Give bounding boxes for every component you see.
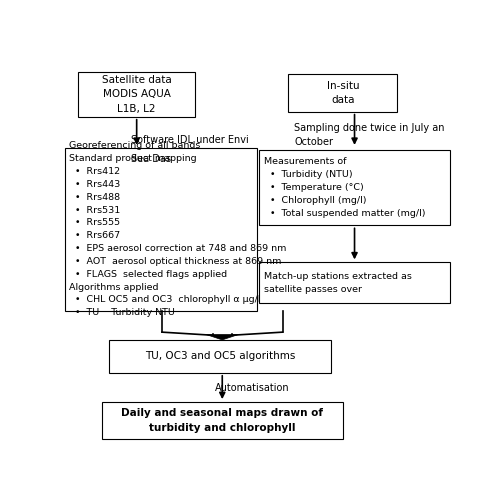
FancyBboxPatch shape (65, 148, 257, 311)
Text: Software IDL under Envi: Software IDL under Envi (131, 135, 248, 145)
Text: Match-up stations extracted as
satellite passes over: Match-up stations extracted as satellite… (264, 272, 411, 294)
FancyBboxPatch shape (102, 402, 342, 439)
Text: Measurements of
  •  Turbidity (NTU)
  •  Temperature (°C)
  •  Chlorophyll (mg/: Measurements of • Turbidity (NTU) • Temp… (264, 157, 424, 218)
Text: In-situ
data: In-situ data (326, 81, 358, 105)
FancyBboxPatch shape (259, 262, 449, 303)
Text: Automatisation: Automatisation (214, 384, 289, 394)
Text: TU, OC3 and OC5 algorithms: TU, OC3 and OC5 algorithms (145, 351, 295, 361)
FancyBboxPatch shape (109, 340, 331, 373)
FancyBboxPatch shape (259, 150, 449, 225)
Text: Sea Das: Sea Das (131, 154, 170, 164)
Text: Sampling done twice in July an
October: Sampling done twice in July an October (294, 123, 444, 147)
Text: Daily and seasonal maps drawn of
turbidity and chlorophyll: Daily and seasonal maps drawn of turbidi… (121, 408, 323, 432)
Text: Satellite data
MODIS AQUA
L1B, L2: Satellite data MODIS AQUA L1B, L2 (102, 75, 171, 114)
FancyBboxPatch shape (288, 75, 397, 112)
FancyBboxPatch shape (78, 72, 194, 117)
Polygon shape (205, 335, 238, 340)
Text: Georeferencing of all bands
Standard product mapping
  •  Rrs412
  •  Rrs443
  •: Georeferencing of all bands Standard pro… (69, 141, 286, 318)
